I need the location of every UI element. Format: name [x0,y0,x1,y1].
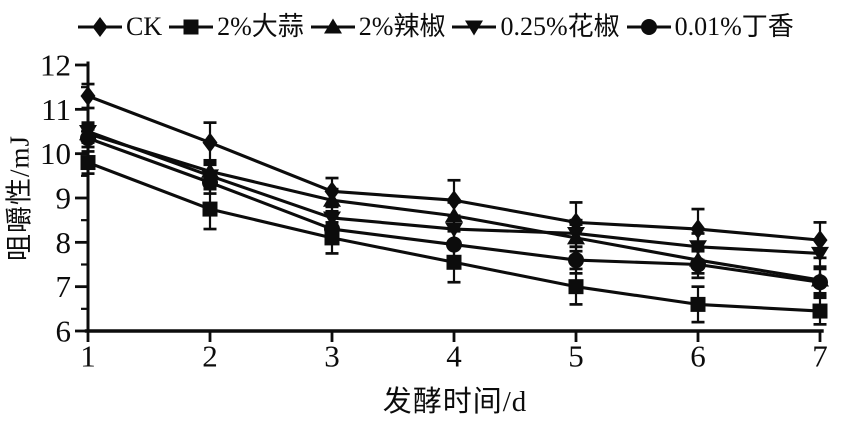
square-marker [446,254,462,270]
y-tick-label: 12 [40,48,71,83]
circle-marker [568,252,584,269]
x-tick-label: 1 [80,338,96,373]
y-tick-label: 7 [56,269,72,304]
circle-marker [690,256,706,273]
triangle-down-marker [689,240,707,256]
x-tick-label: 5 [568,338,584,373]
y-axis-ticks: 6 7 8 9 10 11 12 [40,48,88,349]
circle-marker [446,236,462,253]
diamond-marker [80,86,96,107]
x-tick-label: 6 [690,338,706,373]
y-tick-label: 6 [56,314,72,349]
diamond-marker [202,132,218,153]
triangle-up-marker-icon [310,18,355,34]
legend-label-chili: 2%辣椒 [358,12,446,41]
triangle-down-marker [323,211,341,227]
legend-item-garlic: 2%大蒜 [169,11,304,43]
diamond-marker [690,219,706,240]
circle-marker-icon [626,19,671,35]
square-marker [202,201,218,217]
diamond-marker [446,190,462,211]
series-markers-4 [80,130,828,291]
x-axis-ticks: 1 2 3 4 5 6 7 [80,331,828,373]
legend: CK 2%大蒜 2%辣椒 0.25%花椒 0.01%丁香 [78,11,851,43]
x-tick-label: 4 [446,338,462,373]
legend-item-sichuan-pepper: 0.25%花椒 [452,11,620,43]
y-tick-label: 11 [41,92,71,127]
triangle-down-marker-icon [452,20,497,36]
y-tick-label: 8 [56,225,72,260]
legend-item-chili: 2%辣椒 [310,11,446,43]
diamond-marker [324,181,340,202]
triangle-up-marker [445,207,463,223]
legend-label-clove: 0.01%丁香 [674,12,794,41]
x-tick-label: 3 [324,338,340,373]
circle-marker [324,221,340,238]
diamond-marker-icon [78,17,122,37]
diamond-marker [812,230,828,251]
y-axis-title: 咀嚼性/mJ [4,134,35,262]
x-tick-label: 2 [202,338,218,373]
triangle-down-marker [811,246,829,262]
circle-marker [202,174,218,191]
legend-label-garlic: 2%大蒜 [217,12,304,41]
triangle-up-marker [323,18,342,34]
triangle-down-marker [465,20,484,36]
triangle-down-marker [567,226,585,242]
y-tick-label: 9 [56,181,72,216]
circle-marker [80,130,96,147]
square-marker [812,303,828,319]
square-marker [690,296,706,312]
triangle-down-marker [445,222,463,238]
square-marker-icon [169,19,214,35]
legend-item-clove: 0.01%丁香 [626,11,794,43]
circle-marker [640,19,657,35]
circle-marker [812,274,828,291]
diamond-marker [92,17,108,37]
y-tick-label: 10 [40,136,71,171]
legend-label-ck: CK [126,12,163,41]
x-tick-label: 7 [812,338,828,373]
square-marker [568,279,584,295]
triangle-up-marker [323,191,341,207]
square-marker [183,19,199,35]
x-axis-title: 发酵时间/d [382,386,528,418]
legend-item-ck: CK [78,11,162,43]
square-marker [80,155,96,171]
legend-label-sichuan-pepper: 0.25%花椒 [500,12,620,41]
